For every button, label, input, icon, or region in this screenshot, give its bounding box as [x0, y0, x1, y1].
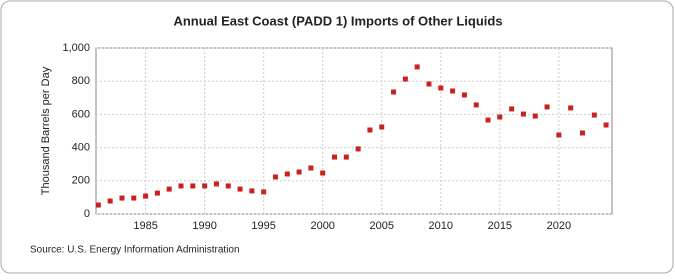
- data-point: [402, 76, 408, 82]
- data-point: [107, 198, 113, 204]
- data-point: [190, 183, 196, 189]
- data-point: [509, 106, 515, 112]
- data-point: [568, 105, 574, 111]
- x-tick-label: 2010: [429, 220, 453, 232]
- x-tick-label: 1995: [251, 220, 275, 232]
- data-point: [296, 169, 302, 175]
- source-note: Source: U.S. Energy Information Administ…: [30, 245, 240, 256]
- data-point: [261, 189, 267, 195]
- data-point: [95, 202, 101, 208]
- data-point: [249, 188, 255, 194]
- data-point: [473, 102, 479, 108]
- y-tick-label: 800: [72, 75, 90, 87]
- data-point: [343, 154, 349, 160]
- data-point: [178, 183, 184, 189]
- data-point: [237, 186, 243, 192]
- data-point: [532, 113, 538, 119]
- y-tick-label: 600: [72, 108, 90, 120]
- data-point: [308, 165, 314, 171]
- data-point: [202, 183, 208, 189]
- data-point: [367, 127, 373, 133]
- data-point: [450, 88, 456, 94]
- data-point: [461, 92, 467, 98]
- data-point: [579, 130, 585, 136]
- data-point: [166, 186, 172, 192]
- data-point: [284, 171, 290, 177]
- data-point: [485, 117, 491, 123]
- plot-area: [95, 47, 613, 215]
- data-point: [379, 124, 385, 130]
- data-point: [426, 81, 432, 87]
- data-point: [355, 146, 361, 152]
- data-point: [225, 183, 231, 189]
- x-tick-label: 2005: [370, 220, 394, 232]
- x-tick-label: 2020: [547, 220, 571, 232]
- y-tick-label: 1,000: [62, 42, 90, 54]
- data-point: [272, 174, 278, 180]
- y-tick-label: 0: [84, 208, 90, 220]
- x-tick-label: 2000: [310, 220, 334, 232]
- y-axis-label: Thousand Barrels per Day: [40, 66, 52, 195]
- data-point: [143, 193, 149, 199]
- data-point: [556, 132, 562, 138]
- data-point: [213, 181, 219, 187]
- data-point: [603, 122, 609, 128]
- data-point: [497, 114, 503, 120]
- data-point: [438, 85, 444, 91]
- y-tick-label: 200: [72, 175, 90, 187]
- data-point: [591, 112, 597, 118]
- x-tick-label: 1985: [133, 220, 157, 232]
- data-point: [154, 190, 160, 196]
- data-point: [391, 89, 397, 95]
- data-point: [520, 111, 526, 117]
- x-tick-label: 2015: [488, 220, 512, 232]
- x-tick-label: 1990: [192, 220, 216, 232]
- y-tick-label: 400: [72, 142, 90, 154]
- chart-title: Annual East Coast (PADD 1) Imports of Ot…: [173, 13, 502, 28]
- data-point: [414, 64, 420, 70]
- data-point: [320, 170, 326, 176]
- data-point: [131, 195, 137, 201]
- data-point: [332, 154, 338, 160]
- data-point: [119, 195, 125, 201]
- data-point: [544, 104, 550, 110]
